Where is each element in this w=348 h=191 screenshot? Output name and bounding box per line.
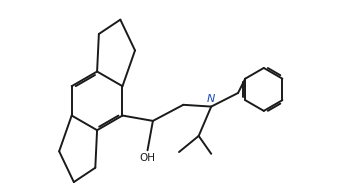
Text: N: N: [207, 94, 215, 104]
Text: OH: OH: [140, 153, 156, 163]
